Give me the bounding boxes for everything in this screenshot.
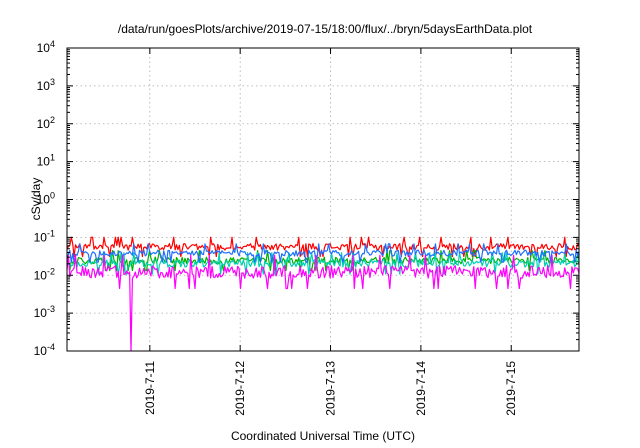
y-axis-label: cSv/day <box>29 178 43 221</box>
y-tick-label: 101 <box>37 153 55 169</box>
x-axis-label: Coordinated Universal Time (UTC) <box>231 429 415 443</box>
y-tick-label: 10-3 <box>34 304 55 320</box>
series-line <box>66 252 580 275</box>
chart-title: /data/run/goesPlots/archive/2019-07-15/1… <box>118 22 533 36</box>
y-tick-label: 10-1 <box>34 228 55 244</box>
series-group <box>66 236 580 352</box>
axis-ticks: 10-4 10-3 10-2 10-1 100 101 102 103 104 2019-7-11… <box>34 39 579 416</box>
series-line <box>66 236 580 258</box>
y-tick-label: 10-4 <box>34 342 55 358</box>
x-tick-label: 2019-7-15 <box>504 361 518 416</box>
series-line <box>66 254 580 352</box>
y-tick-label: 100 <box>37 191 55 207</box>
x-tick-label: 2019-7-12 <box>233 361 247 416</box>
x-tick-label: 2019-7-13 <box>324 361 338 416</box>
series-line <box>66 243 580 263</box>
x-tick-label: 2019-7-14 <box>414 361 428 416</box>
y-tick-label: 104 <box>37 39 55 55</box>
y-tick-label: 103 <box>37 77 55 93</box>
x-tick-label: 2019-7-11 <box>143 361 157 415</box>
y-tick-label: 10-2 <box>34 266 55 282</box>
grid <box>67 48 579 351</box>
y-tick-label: 102 <box>37 115 55 131</box>
